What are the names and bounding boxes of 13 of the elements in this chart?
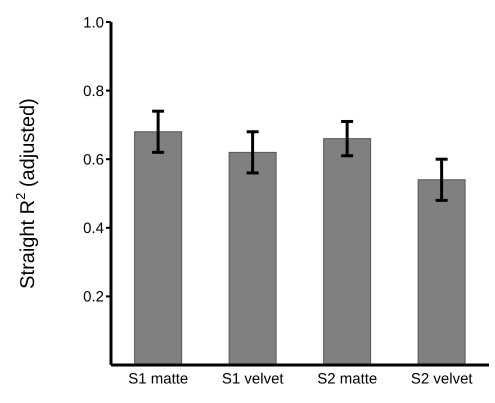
bar (228, 152, 277, 365)
y-tick-label: 0.4 (83, 220, 104, 238)
x-tick-label: S2 matte (317, 370, 378, 388)
y-tick-label: 0.6 (83, 152, 104, 169)
y-tick-label: 0.2 (83, 288, 104, 306)
x-tick-label: S1 velvet (222, 370, 284, 388)
x-tick-label: S1 matte (128, 370, 188, 388)
bar (134, 131, 182, 365)
bar (323, 138, 372, 365)
x-tick-label: S2 velvet (410, 370, 474, 388)
y-tick-label: 0.8 (83, 82, 104, 100)
y-tick-label: 1.0 (83, 14, 104, 32)
bar (418, 179, 466, 365)
